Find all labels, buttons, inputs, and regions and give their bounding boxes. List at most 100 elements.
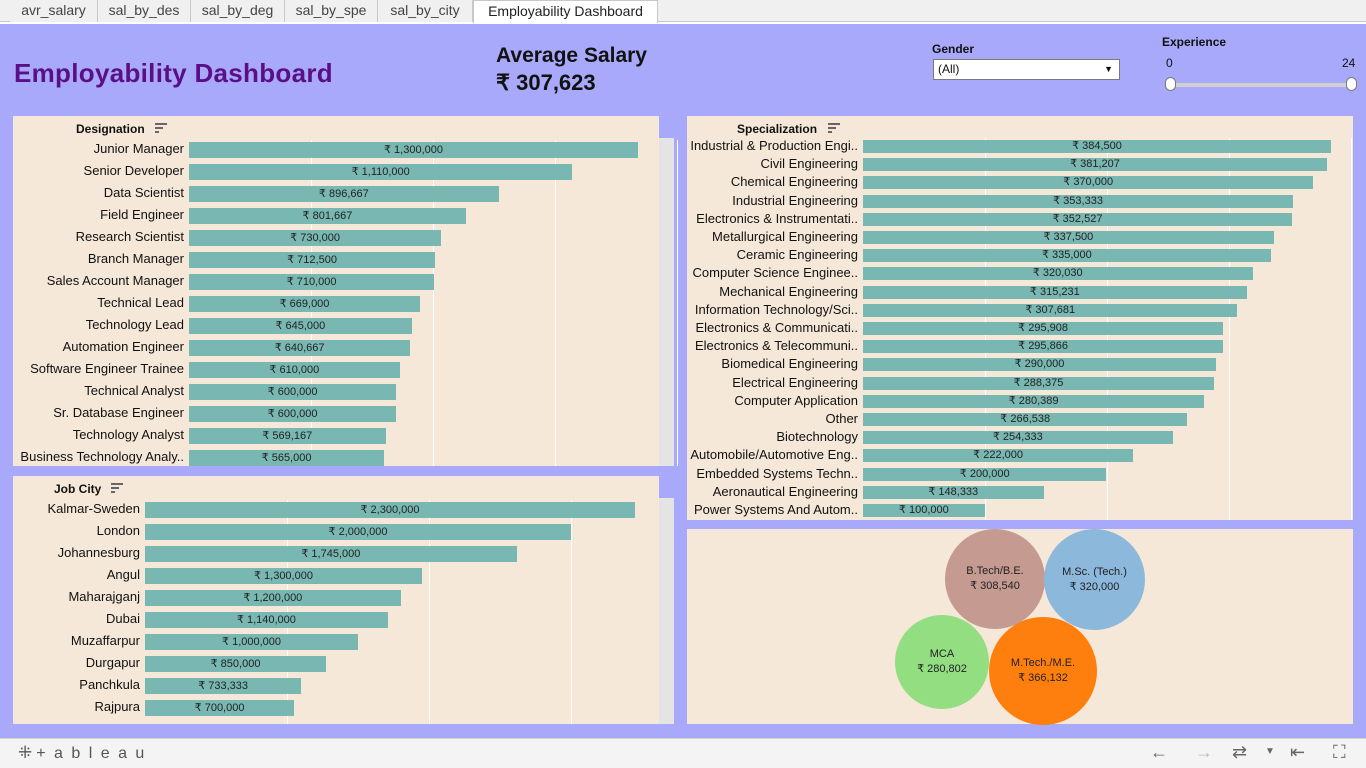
bubble-msc-tech[interactable]: M.Sc. (Tech.) ₹ 320,000: [1044, 529, 1145, 630]
bubble-mca-value: ₹ 280,802: [917, 663, 967, 675]
chevron-down-icon: ▼: [1104, 64, 1113, 74]
specialization-bar-value-label: ₹ 352,527: [1052, 212, 1103, 225]
designation-bar[interactable]: [189, 230, 442, 246]
specialization-bar[interactable]: [863, 140, 1331, 153]
specialization-bar[interactable]: [863, 394, 1205, 408]
tab-sal-by-city[interactable]: sal_by_city: [378, 0, 473, 22]
tab-employability-dashboard[interactable]: Employability Dashboard: [473, 0, 658, 23]
job_city-bar[interactable]: [145, 678, 302, 694]
job_city-bar[interactable]: [145, 524, 572, 540]
specialization-bar[interactable]: [863, 376, 1214, 390]
undo-icon[interactable]: ←: [1150, 742, 1168, 762]
specialization-bar[interactable]: [863, 340, 1224, 354]
specialization-bar[interactable]: [863, 358, 1216, 372]
job_city-bar[interactable]: [145, 700, 295, 716]
specialization-bar-value-label: ₹ 315,231: [1029, 285, 1080, 298]
sort-icon[interactable]: [155, 123, 167, 133]
specialization-bar-value-label: ₹ 200,000: [959, 467, 1010, 480]
job_city-bar[interactable]: [145, 634, 359, 650]
designation-row-label: Automation Engineer: [62, 339, 184, 354]
specialization-bar-value-label: ₹ 320,030: [1032, 267, 1083, 280]
designation-bar[interactable]: [189, 296, 421, 312]
designation-scrollbar[interactable]: [659, 138, 674, 466]
designation-bar[interactable]: [189, 450, 385, 466]
designation-bar[interactable]: [189, 252, 436, 268]
specialization-bar[interactable]: [863, 413, 1188, 426]
sort-icon[interactable]: [111, 483, 123, 493]
specialization-bar[interactable]: [863, 504, 985, 517]
specialization-bar-value-label: ₹ 254,333: [992, 431, 1043, 444]
experience-slider-track[interactable]: [1170, 83, 1354, 87]
specialization-bar[interactable]: [863, 176, 1314, 190]
job_city-bar[interactable]: [145, 546, 517, 562]
job-city-scrollbar[interactable]: [659, 498, 674, 724]
bubble-btech[interactable]: B.Tech/B.E. ₹ 308,540: [945, 529, 1045, 629]
specialization-bar[interactable]: [863, 194, 1294, 208]
designation-bar-value-label: ₹ 600,000: [267, 386, 318, 398]
job_city-bar[interactable]: [145, 590, 401, 606]
tab-sal-by-spe[interactable]: sal_by_spe: [285, 0, 378, 22]
job_city-row-label: Maharajganj: [68, 589, 140, 604]
sheet-tab-bar: avr_salary sal_by_des sal_by_deg sal_by_…: [0, 0, 1366, 23]
specialization-bar[interactable]: [863, 322, 1224, 335]
specialization-bar[interactable]: [863, 285, 1247, 299]
job_city-bar[interactable]: [145, 612, 388, 628]
designation-bar[interactable]: [189, 142, 638, 158]
specialization-bar[interactable]: [863, 449, 1134, 463]
fullscreen-icon[interactable]: ⛶: [1333, 742, 1346, 762]
designation-row-label: Research Scientist: [75, 229, 184, 244]
designation-bar-value-label: ₹ 640,667: [274, 342, 325, 354]
tab-avr-salary[interactable]: avr_salary: [10, 0, 98, 22]
specialization-bar[interactable]: [863, 231, 1274, 244]
bubble-mca[interactable]: MCA ₹ 280,802: [895, 615, 989, 709]
specialization-bar[interactable]: [863, 158, 1327, 172]
experience-slider-min-handle[interactable]: [1165, 77, 1176, 91]
designation-bar-value-label: ₹ 1,110,000: [351, 166, 410, 178]
specialization-bar[interactable]: [863, 467, 1107, 481]
job_city-bar[interactable]: [145, 568, 422, 584]
average-salary-value: ₹ 307,623: [496, 70, 596, 95]
dropdown-icon[interactable]: ▼: [1265, 746, 1275, 757]
specialization-bar[interactable]: [863, 431, 1173, 445]
designation-row-label: Sr. Database Engineer: [53, 405, 184, 420]
bubble-mtech-name: M.Tech./M.E.: [1010, 657, 1076, 669]
specialization-bar[interactable]: [863, 249, 1271, 263]
designation-bar[interactable]: [189, 274, 435, 290]
specialization-row-label: Metallurgical Engineering: [712, 229, 858, 244]
bubble-mtech[interactable]: M.Tech./M.E. ₹ 366,132: [989, 617, 1097, 725]
specialization-bar-value-label: ₹ 290,000: [1014, 358, 1065, 371]
specialization-bar[interactable]: [863, 485, 1044, 499]
designation-bar[interactable]: [189, 362, 400, 378]
designation-bar[interactable]: [189, 384, 397, 400]
tab-sal-by-deg[interactable]: sal_by_deg: [191, 0, 285, 22]
specialization-bar[interactable]: [863, 303, 1238, 317]
redo-icon[interactable]: →: [1195, 742, 1213, 762]
designation-bar[interactable]: [189, 428, 386, 444]
designation-bar[interactable]: [189, 318, 412, 334]
specialization-panel: Specialization Industrial & Production E…: [687, 116, 1353, 520]
specialization-bar[interactable]: [863, 212, 1293, 226]
specialization-row-label: Aeronautical Engineering: [712, 483, 858, 499]
specialization-bar[interactable]: [863, 267, 1253, 281]
specialization-row-label: Electrical Engineering: [732, 374, 858, 390]
bubble-mtech-value: ₹ 366,132: [1018, 672, 1068, 684]
designation-bar[interactable]: [189, 186, 499, 202]
sort-icon[interactable]: [828, 123, 840, 133]
revert-icon[interactable]: ⇄: [1232, 742, 1248, 762]
specialization-bar-value-label: ₹ 353,333: [1053, 194, 1103, 207]
designation-bar[interactable]: [189, 406, 397, 422]
experience-slider-max-handle[interactable]: [1346, 77, 1357, 91]
job_city-bar-value-label: ₹ 1,200,000: [243, 592, 303, 604]
specialization-bar-value-label: ₹ 370,000: [1063, 176, 1114, 189]
designation-bar[interactable]: [189, 164, 573, 180]
reset-icon[interactable]: ⇤: [1290, 742, 1306, 762]
gridline: [433, 140, 434, 466]
specialization-row-label: Biotechnology: [776, 429, 858, 445]
designation-bar[interactable]: [189, 208, 466, 224]
designation-bar-value-label: ₹ 610,000: [269, 364, 320, 376]
tab-sal-by-des[interactable]: sal_by_des: [98, 0, 191, 22]
job_city-bar[interactable]: [145, 656, 327, 672]
job_city-bar[interactable]: [145, 502, 635, 518]
gender-dropdown[interactable]: (All) ▼: [933, 59, 1120, 80]
designation-bar[interactable]: [189, 340, 411, 356]
